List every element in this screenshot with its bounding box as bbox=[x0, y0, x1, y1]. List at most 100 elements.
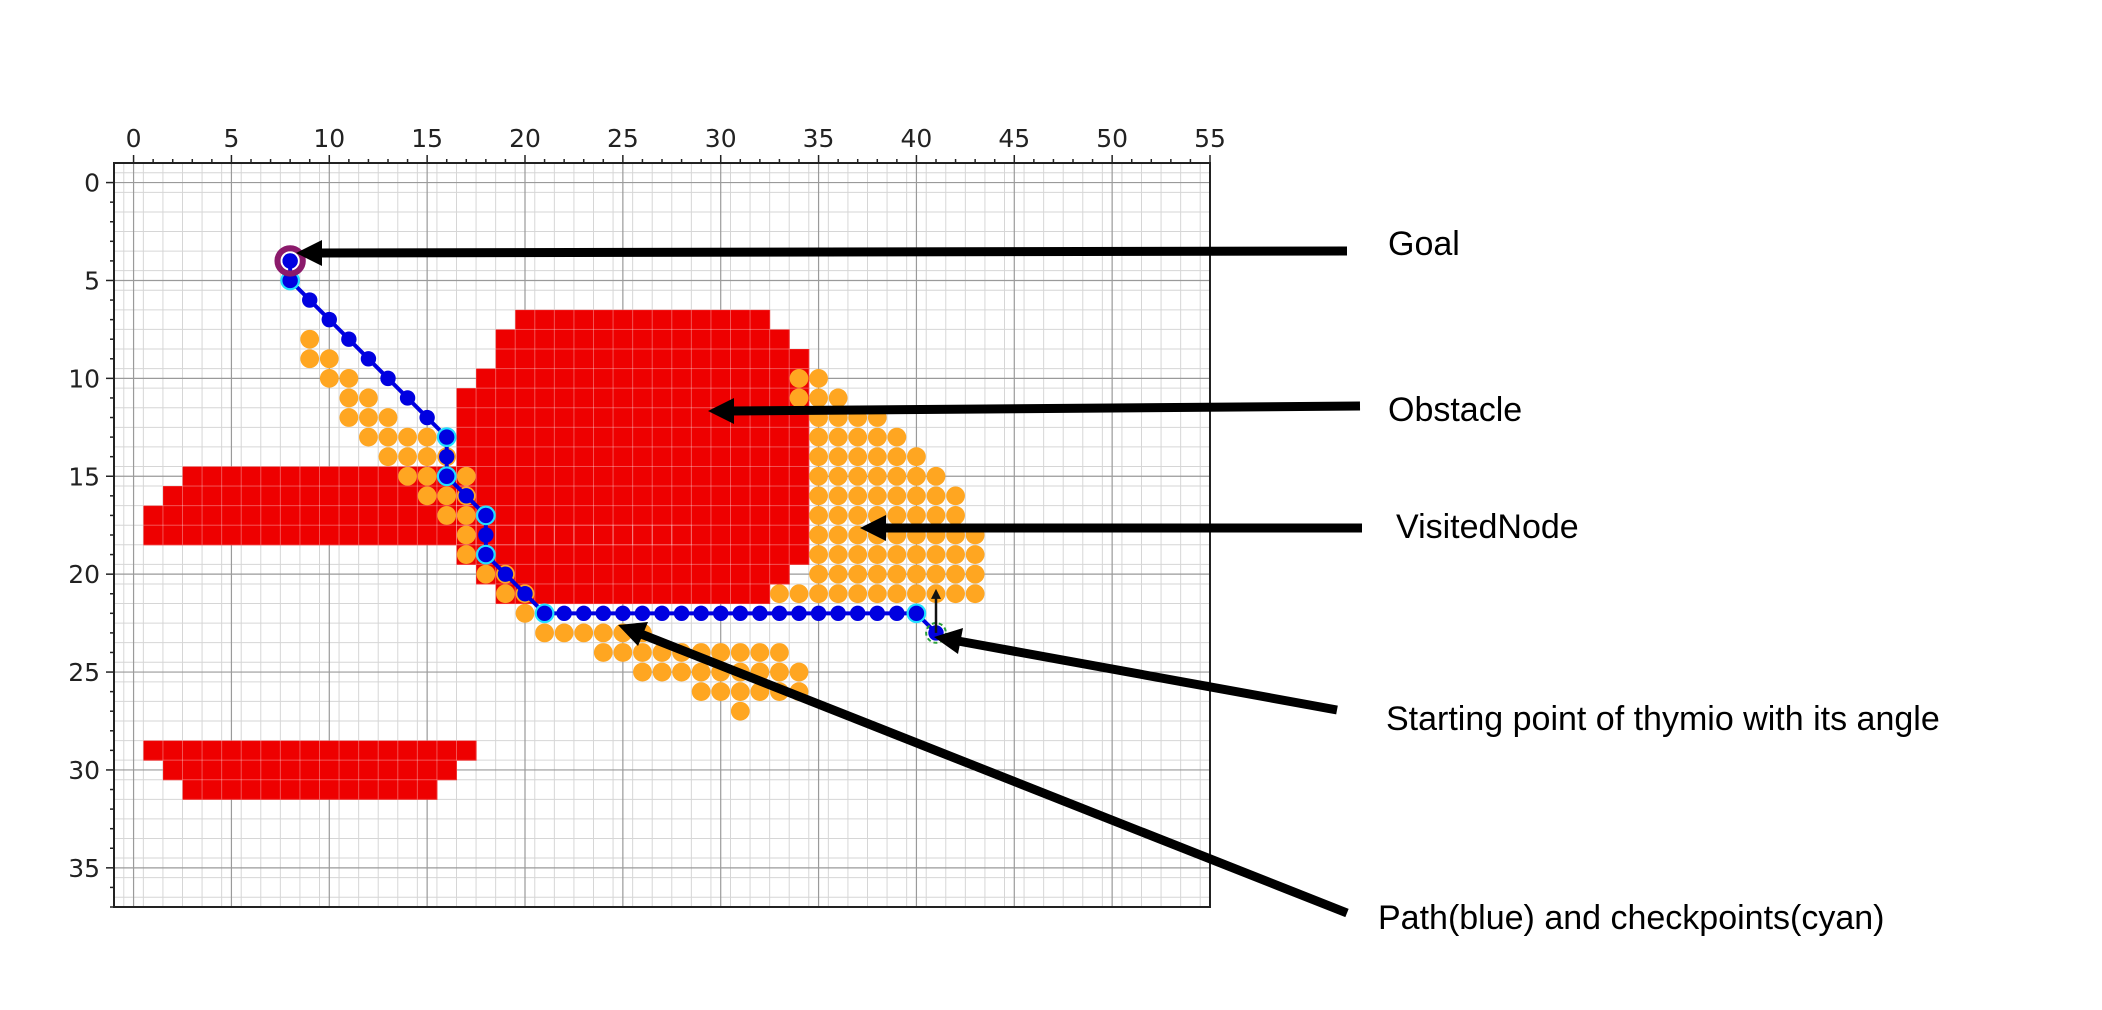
obstacle-grid bbox=[573, 328, 595, 350]
obstacle-grid bbox=[788, 426, 810, 448]
obstacle-grid bbox=[593, 524, 614, 546]
visited-node bbox=[848, 545, 868, 564]
obstacle-grid bbox=[142, 524, 164, 546]
obstacle-grid bbox=[553, 348, 575, 370]
obstacle-grid bbox=[690, 485, 712, 507]
x-tick-label: 10 bbox=[313, 124, 345, 153]
obstacle-grid bbox=[769, 368, 790, 389]
obstacle-grid bbox=[651, 446, 673, 467]
obstacle-grid bbox=[279, 779, 301, 800]
obstacle-grid bbox=[690, 387, 712, 409]
obstacle-grid bbox=[201, 524, 223, 546]
goal-label: Goal bbox=[1388, 225, 1460, 263]
obstacle-grid bbox=[651, 583, 673, 605]
y-tick-label: 35 bbox=[68, 854, 100, 883]
obstacle-grid bbox=[593, 465, 614, 487]
visited-node bbox=[867, 427, 887, 447]
obstacle-grid bbox=[397, 465, 418, 487]
visited-node bbox=[907, 447, 926, 467]
obstacle-grid bbox=[240, 740, 262, 761]
goal-arrow-line bbox=[317, 246, 1348, 258]
obstacle-grid bbox=[612, 544, 634, 565]
obstacle-grid bbox=[593, 309, 614, 330]
visited-node bbox=[828, 506, 848, 525]
path-node bbox=[634, 605, 651, 622]
obstacle-grid bbox=[573, 348, 595, 370]
obstacle-grid bbox=[377, 524, 399, 546]
obstacle-grid bbox=[260, 505, 281, 526]
y-tick-label: 30 bbox=[68, 756, 100, 785]
obstacle-grid bbox=[788, 348, 810, 370]
obstacle-grid bbox=[534, 524, 555, 546]
x-tick-label: 55 bbox=[1194, 124, 1226, 153]
obstacle-grid bbox=[749, 348, 771, 370]
x-tick-label: 30 bbox=[705, 124, 737, 153]
visited-node bbox=[770, 584, 789, 604]
obstacle-grid bbox=[495, 485, 516, 507]
obstacle-grid bbox=[495, 348, 516, 370]
obstacle-grid bbox=[651, 426, 673, 448]
visited-node bbox=[339, 368, 359, 388]
obstacle-grid bbox=[749, 563, 771, 585]
obstacle-cell bbox=[456, 505, 810, 526]
obstacle-grid bbox=[456, 524, 477, 546]
visited-node bbox=[809, 545, 828, 564]
obstacle-grid bbox=[534, 309, 555, 330]
obstacle-grid bbox=[299, 505, 320, 526]
obstacle-grid bbox=[495, 446, 516, 467]
y-tick-label: 5 bbox=[84, 266, 100, 295]
visited-node bbox=[770, 662, 789, 682]
visited-node bbox=[319, 368, 339, 388]
obstacle-grid bbox=[416, 740, 438, 761]
visited-node bbox=[828, 584, 848, 604]
obstacle-cell bbox=[456, 466, 810, 487]
obstacle-grid bbox=[377, 465, 399, 487]
visited-node bbox=[417, 486, 437, 506]
start-angle-arrowhead bbox=[931, 588, 941, 599]
visited-node bbox=[730, 701, 750, 721]
obstacle-cell bbox=[495, 349, 810, 370]
obstacle-grid bbox=[632, 387, 653, 409]
obstacle-grid bbox=[240, 759, 262, 781]
x-tick-label: 15 bbox=[411, 124, 443, 153]
obstacle-grid bbox=[182, 740, 203, 761]
obstacle-grid bbox=[651, 368, 673, 389]
obstacle-grid bbox=[416, 759, 438, 781]
obstacle-grid bbox=[690, 426, 712, 448]
visited-node bbox=[887, 466, 907, 486]
obstacle-grid bbox=[514, 368, 536, 389]
obstacle-grid bbox=[690, 328, 712, 350]
path-node bbox=[830, 605, 846, 622]
obstacle-grid bbox=[632, 524, 653, 546]
obstacle-grid bbox=[730, 583, 751, 605]
visited-node bbox=[417, 466, 437, 486]
obstacle-grid bbox=[221, 524, 242, 546]
obstacle-grid bbox=[690, 407, 712, 428]
obstacle-grid bbox=[534, 524, 555, 546]
visited-node bbox=[946, 486, 965, 506]
visited-node bbox=[809, 584, 828, 604]
obstacle-grid bbox=[710, 544, 732, 565]
visited-node bbox=[535, 623, 554, 643]
x-tick-label: 40 bbox=[901, 124, 933, 153]
obstacle-grid bbox=[788, 465, 810, 487]
obstacle-grid bbox=[632, 426, 653, 448]
obstacle-cell bbox=[515, 309, 771, 330]
obstacle-grid bbox=[573, 368, 595, 389]
visited-node bbox=[613, 643, 633, 662]
obstacle-grid bbox=[632, 465, 653, 487]
obstacle-grid bbox=[651, 465, 673, 487]
obstacle-grid bbox=[690, 309, 712, 330]
visited-node bbox=[809, 486, 828, 506]
obstacle-cell bbox=[162, 760, 457, 781]
obstacle-grid bbox=[671, 446, 692, 467]
obstacle-grid bbox=[690, 368, 712, 389]
obstacle-grid bbox=[534, 387, 555, 409]
obstacle-grid bbox=[534, 446, 555, 467]
visited-node bbox=[828, 427, 848, 447]
obstacle-grid bbox=[397, 779, 418, 800]
visited-node bbox=[848, 525, 868, 545]
visited-node bbox=[848, 506, 868, 525]
obstacle-grid bbox=[593, 387, 614, 409]
obstacle-grid bbox=[514, 348, 536, 370]
